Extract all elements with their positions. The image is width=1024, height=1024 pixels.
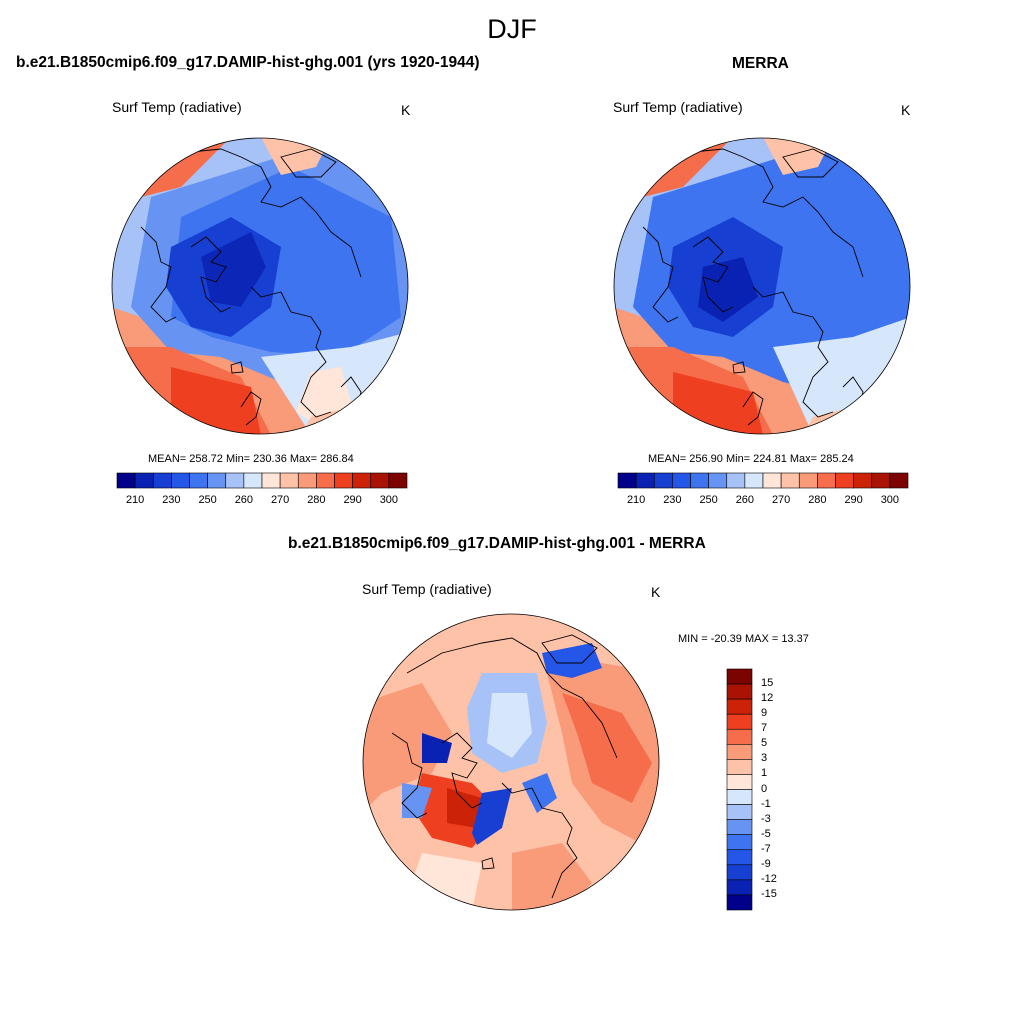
model-colorbar-box [189,472,208,489]
diff-colorbar-tick-label: 15 [761,677,774,690]
diff-colorbar-tick-label: 0 [761,782,768,795]
obs-colorbar-box [635,472,655,489]
obs-colorbar-box [798,472,818,489]
obs-colorbar-tick-label: 300 [880,494,900,506]
obs-colorbar-box [780,472,800,489]
model-colorbar [116,472,408,489]
diff-colorbar-tick-label: 1 [761,767,768,780]
diff-colorbar-box [726,789,753,805]
diff-colorbar-tick-label: -3 [761,812,771,825]
model-stats-text: MEAN= 258.72 Min= 230.36 Max= 286.84 [148,453,354,465]
diff-colorbar-tick-label: 3 [761,752,768,765]
diff-polar-map [362,613,660,911]
model-polar-map [111,137,409,435]
obs-stats-text: MEAN= 256.90 Min= 224.81 Max= 285.24 [648,453,854,465]
diff-colorbar-tick-label: -15 [761,887,777,900]
model-colorbar-box [352,472,372,489]
diff-colorbar-box [726,728,753,745]
model-colorbar-tick-label: 280 [307,494,326,506]
model-colorbar-box [116,472,136,489]
diff-colorbar-tick-label: -9 [761,857,771,870]
obs-colorbar-tick-label: 290 [844,494,863,506]
model-colorbar-box [243,472,263,489]
model-colorbar-tick-label: 210 [125,494,145,506]
obs-colorbar-box [835,472,854,489]
model-colorbar-box [334,472,353,489]
diff-colorbar-box [726,698,753,715]
model-panel-title: b.e21.B1850cmip6.f09_g17.DAMIP-hist-ghg.… [16,54,480,71]
obs-colorbar-box [762,472,782,489]
model-colorbar-box [225,472,245,489]
model-colorbar-tick-label: 290 [343,494,362,506]
obs-colorbar-tick-label: 260 [735,494,755,506]
model-colorbar-tick-label: 260 [234,494,254,506]
diff-variable-label: Surf Temp (radiative) [362,581,492,597]
diff-colorbar-box [726,879,753,896]
diff-colorbar-box [726,834,753,851]
obs-colorbar-box [889,472,909,489]
model-colorbar-box [207,472,227,489]
diff-colorbar-box [726,819,753,835]
obs-colorbar-tick-label: 210 [626,494,646,506]
obs-polar-map [613,137,911,435]
diff-minmax-text: MIN = -20.39 MAX = 13.37 [678,633,809,645]
model-colorbar-box [388,472,408,489]
obs-colorbar [617,472,909,489]
model-colorbar-box [279,472,299,489]
diff-colorbar [726,668,753,911]
obs-colorbar-box [853,472,873,489]
diff-colorbar-box [726,774,753,790]
obs-colorbar-box [617,472,637,489]
diff-colorbar-tick-label: 5 [761,737,768,750]
model-colorbar-box [316,472,335,489]
obs-variable-label: Surf Temp (radiative) [613,99,743,115]
obs-panel-title: MERRA [732,55,789,72]
model-colorbar-box [171,472,190,489]
diff-colorbar-box [726,864,753,881]
obs-colorbar-box [726,472,746,489]
obs-colorbar-tick-label: 230 [663,494,682,506]
model-colorbar-box [297,472,317,489]
model-colorbar-tick-label: 270 [270,494,290,506]
diff-colorbar-tick-label: -7 [761,842,771,855]
model-colorbar-box [261,472,281,489]
model-colorbar-tick-label: 250 [198,494,217,506]
model-units-label: K [401,102,411,118]
obs-colorbar-box [708,472,728,489]
obs-colorbar-tick-label: 270 [771,494,791,506]
diff-colorbar-box [726,668,753,685]
model-colorbar-tick-label: 300 [379,494,399,506]
obs-colorbar-box [690,472,709,489]
obs-colorbar-tick-label: 250 [699,494,718,506]
diff-panel-title: b.e21.B1850cmip6.f09_g17.DAMIP-hist-ghg.… [288,535,706,552]
model-colorbar-box [134,472,154,489]
diff-colorbar-box [726,713,753,730]
diff-colorbar-tick-label: 12 [761,692,774,705]
diff-colorbar-tick-label: -1 [761,797,771,810]
model-variable-label: Surf Temp (radiative) [112,99,242,115]
diff-colorbar-tick-label: -5 [761,827,771,840]
diff-colorbar-tick-label: 9 [761,707,768,720]
obs-colorbar-tick-label: 280 [808,494,827,506]
obs-colorbar-box [817,472,836,489]
diff-colorbar-box [726,849,753,866]
diff-units-label: K [651,584,661,600]
obs-colorbar-box [744,472,764,489]
model-colorbar-box [152,472,172,489]
obs-colorbar-box [653,472,673,489]
diff-colorbar-box [726,744,753,760]
diff-colorbar-box [726,894,753,911]
obs-colorbar-box [871,472,891,489]
diff-colorbar-box [726,759,753,775]
model-colorbar-box [370,472,390,489]
diff-colorbar-box [726,804,753,820]
obs-colorbar-box [672,472,691,489]
diff-colorbar-tick-label: -12 [761,872,777,885]
diff-colorbar-box [726,683,753,700]
figure-title: DJF [487,14,537,44]
model-colorbar-tick-label: 230 [162,494,181,506]
obs-units-label: K [901,102,911,118]
diff-colorbar-tick-label: 7 [761,722,768,735]
